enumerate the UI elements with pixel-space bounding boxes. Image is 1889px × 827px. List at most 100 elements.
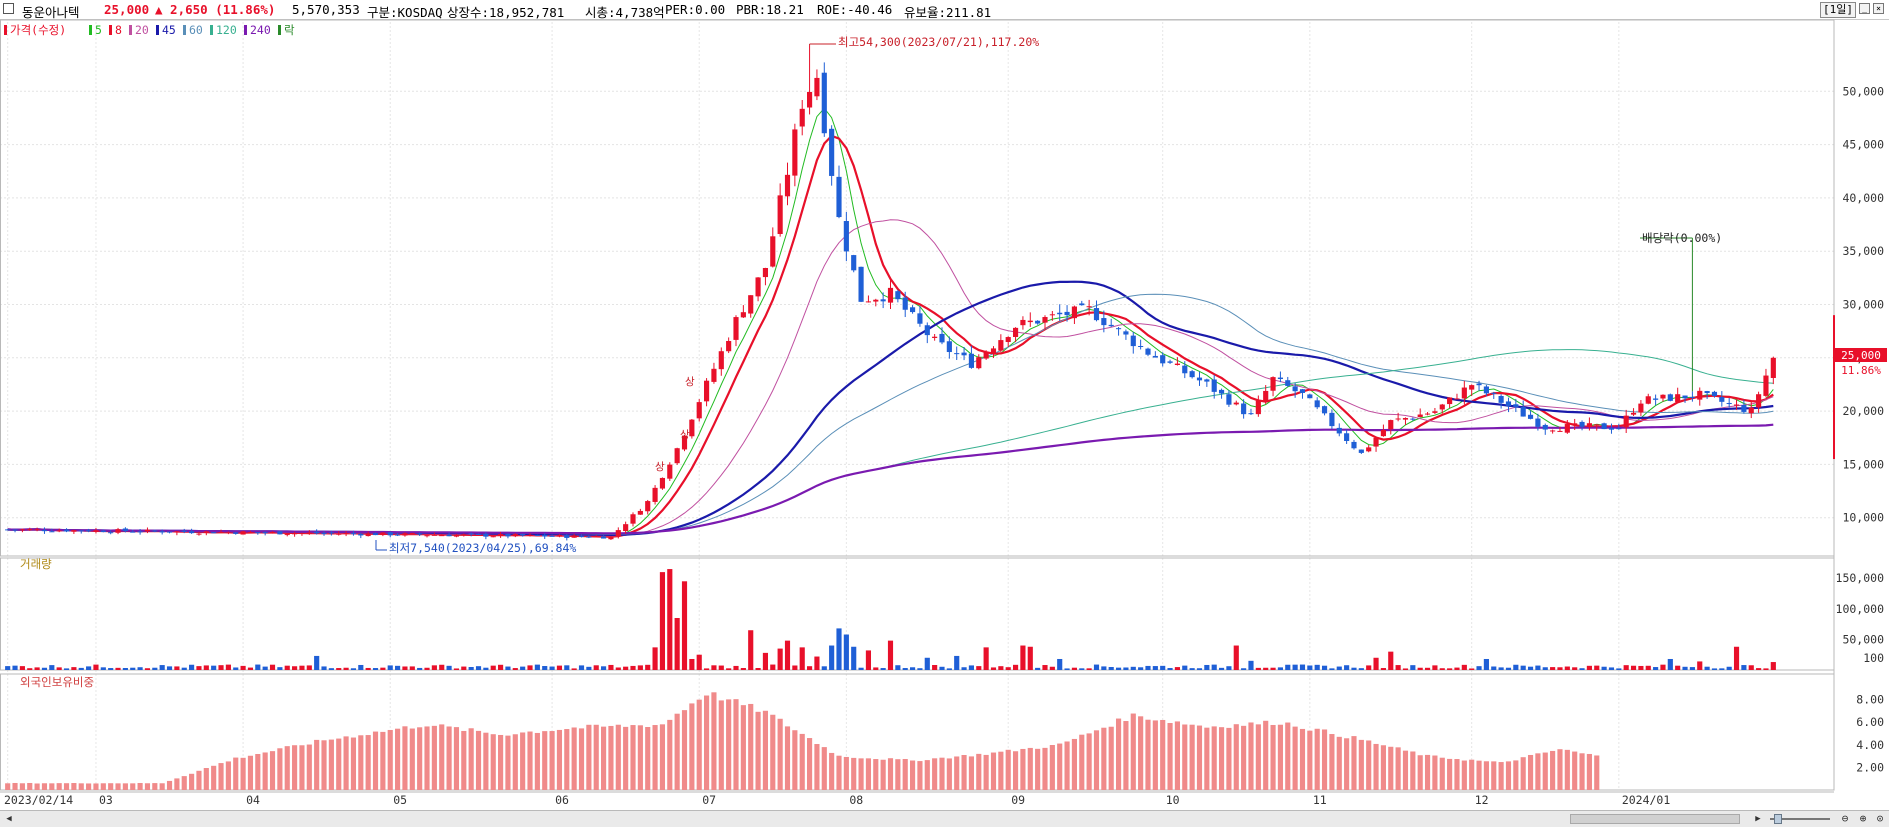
select-checkbox[interactable] bbox=[3, 3, 14, 14]
volume-bar bbox=[799, 647, 805, 670]
candle-body bbox=[1630, 412, 1637, 415]
candle-body bbox=[461, 534, 467, 536]
volume-bar bbox=[306, 665, 312, 670]
legend-label: 가격(수정) bbox=[10, 23, 66, 37]
candle-body bbox=[1557, 430, 1563, 432]
volume-bar bbox=[1189, 668, 1195, 670]
foreign-bar bbox=[527, 731, 533, 790]
scroll-right-icon[interactable]: ▶ bbox=[1755, 814, 1761, 824]
foreign-bar bbox=[144, 783, 151, 790]
candle-body bbox=[1579, 421, 1585, 427]
candle-body bbox=[1770, 357, 1776, 378]
chart-area[interactable]: 상상상 10,00015,00020,00025,00030,00035,000… bbox=[0, 19, 1889, 810]
foreign-bar bbox=[27, 782, 33, 790]
volume-bar bbox=[262, 666, 268, 670]
volume-bar bbox=[1071, 667, 1077, 670]
ma-line-60 bbox=[7, 293, 1774, 535]
foreign-bar bbox=[277, 748, 283, 790]
foreign-bar bbox=[468, 728, 474, 790]
foreign-bar bbox=[1292, 726, 1298, 790]
volume-bar bbox=[409, 666, 415, 670]
candle-body bbox=[932, 336, 938, 338]
volume-bar bbox=[681, 581, 688, 670]
foreign-bar bbox=[1380, 745, 1386, 790]
candle-body bbox=[880, 299, 886, 302]
volume-bar bbox=[895, 665, 901, 670]
period-button[interactable]: [1일] bbox=[1820, 2, 1856, 18]
candle-body bbox=[681, 435, 688, 450]
volume-bar bbox=[1733, 646, 1740, 670]
volume-bar bbox=[1535, 665, 1541, 670]
candle-body bbox=[777, 195, 783, 234]
scroll-thumb[interactable] bbox=[1570, 814, 1740, 824]
volume-bar bbox=[623, 666, 629, 670]
volume-bar bbox=[534, 664, 540, 670]
volume-bars bbox=[5, 569, 1776, 670]
volume-bar bbox=[358, 664, 364, 670]
foreign-bar bbox=[983, 754, 989, 790]
zoom-reset-icon[interactable]: ⊙ bbox=[1876, 812, 1884, 825]
date-axis-label: 2023/02/14 bbox=[4, 793, 73, 807]
foreign-bar bbox=[292, 745, 298, 790]
foreign-bar bbox=[1461, 760, 1467, 790]
volume-bar bbox=[1616, 668, 1622, 670]
candle-body bbox=[917, 313, 923, 324]
volume-bar bbox=[1351, 667, 1357, 670]
legend-swatch bbox=[129, 25, 132, 35]
volume-bar bbox=[1101, 666, 1107, 670]
candle-body bbox=[1145, 348, 1151, 355]
horizontal-scrollbar[interactable]: ◀ ▶ ⊖ ⊕ ⊙ bbox=[0, 810, 1889, 827]
candle-body bbox=[704, 380, 710, 402]
volume-bar bbox=[689, 658, 695, 670]
candle-body bbox=[1138, 346, 1144, 348]
foreign-bar bbox=[1557, 749, 1563, 790]
scroll-left-icon[interactable]: ◀ bbox=[6, 814, 12, 824]
candle-body bbox=[512, 534, 518, 537]
volume-bar bbox=[240, 665, 246, 670]
candle-body bbox=[1520, 406, 1526, 417]
candle-body bbox=[350, 533, 357, 535]
foreign-bar bbox=[78, 783, 84, 790]
price-axis-label: 30,000 bbox=[1842, 297, 1884, 311]
foreign-bar bbox=[240, 757, 246, 790]
volume-bar bbox=[1756, 668, 1762, 670]
foreign-bar bbox=[755, 711, 761, 790]
zoom-in-icon[interactable]: ⊕ bbox=[1859, 812, 1867, 825]
close-icon[interactable]: × bbox=[1873, 3, 1884, 14]
panel-border bbox=[0, 557, 1835, 671]
foreign-bar bbox=[159, 783, 165, 790]
volume-bar bbox=[203, 665, 209, 670]
candle-body bbox=[578, 535, 585, 537]
foreign-bar bbox=[1108, 726, 1114, 790]
candle-body bbox=[1248, 413, 1254, 415]
foreign-bar bbox=[1196, 725, 1203, 790]
foreign-bar bbox=[939, 757, 945, 790]
volume-bar bbox=[461, 666, 467, 670]
zoom-knob[interactable] bbox=[1774, 814, 1782, 824]
volume-bar bbox=[446, 665, 452, 670]
pbr-value: PBR:18.21 bbox=[736, 2, 804, 17]
legend-swatch bbox=[4, 25, 7, 35]
candle-body bbox=[527, 534, 533, 536]
foreign-bar bbox=[1123, 721, 1129, 790]
foreign-bar bbox=[1086, 733, 1092, 790]
zoom-out-icon[interactable]: ⊖ bbox=[1841, 812, 1849, 825]
foreign-bar bbox=[1270, 724, 1276, 790]
candle-body bbox=[762, 267, 769, 278]
candle-body bbox=[939, 333, 945, 343]
candle-body bbox=[887, 287, 894, 303]
volume-bar bbox=[880, 668, 886, 670]
candle-body bbox=[336, 533, 342, 535]
minimize-icon[interactable]: _ bbox=[1859, 3, 1870, 14]
foreign-bar bbox=[1336, 736, 1342, 790]
volume-bar bbox=[225, 664, 231, 670]
candle-body bbox=[34, 529, 40, 531]
date-axis-label: 09 bbox=[1011, 793, 1025, 807]
zoom-slider[interactable] bbox=[1770, 814, 1830, 824]
volume-bar bbox=[851, 646, 857, 670]
foreign-bar bbox=[1226, 727, 1232, 790]
volume-bar bbox=[1064, 668, 1070, 670]
volume-bar bbox=[615, 667, 621, 670]
volume-bar bbox=[144, 668, 151, 670]
foreign-bar bbox=[534, 732, 540, 790]
